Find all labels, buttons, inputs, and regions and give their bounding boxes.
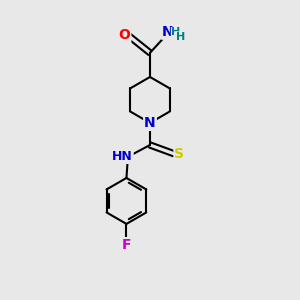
Text: HN: HN (112, 150, 133, 163)
Text: O: O (118, 28, 130, 42)
Text: N: N (144, 116, 156, 130)
Text: H: H (171, 27, 180, 37)
Text: H: H (176, 32, 185, 42)
Text: F: F (122, 238, 131, 252)
Text: S: S (174, 147, 184, 161)
Text: N: N (162, 25, 173, 39)
